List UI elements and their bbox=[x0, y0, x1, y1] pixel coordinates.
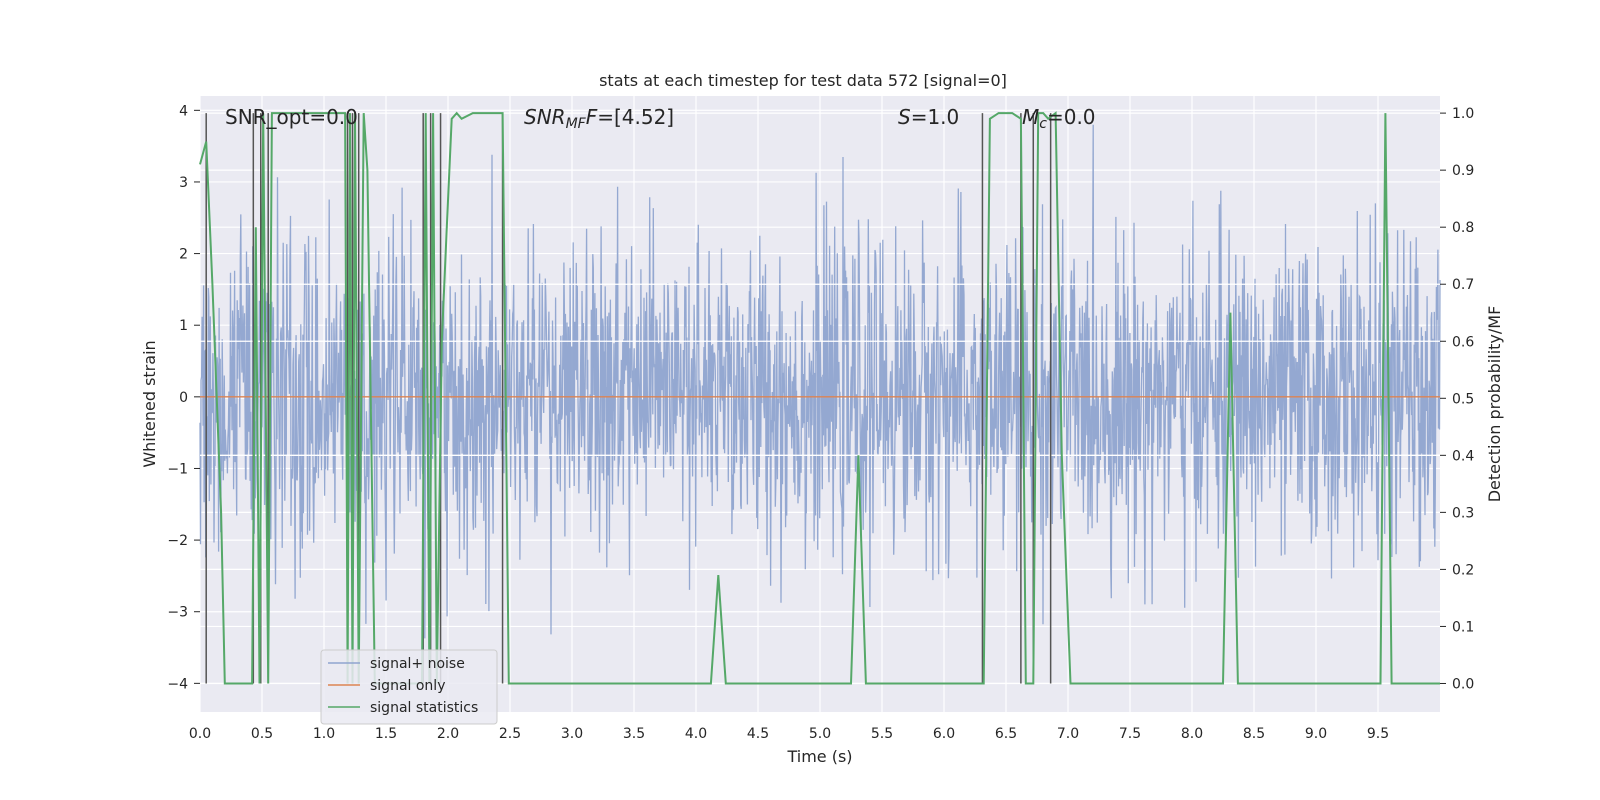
annotation-snr-mf-subscript: MF bbox=[566, 116, 587, 132]
y-tick-label: −1 bbox=[167, 461, 188, 477]
x-tick-label: 4.0 bbox=[685, 726, 707, 742]
x-tick-label: 1.0 bbox=[313, 726, 335, 742]
y2-tick-label: 0.2 bbox=[1452, 562, 1474, 578]
annotation-mc-subscript: c bbox=[1039, 116, 1047, 132]
x-tick-label: 9.0 bbox=[1305, 726, 1327, 742]
x-tick-label: 5.5 bbox=[871, 726, 893, 742]
x-tick-label: 3.0 bbox=[561, 726, 583, 742]
legend-box bbox=[320, 649, 498, 725]
y2-tick-label: 0.4 bbox=[1452, 448, 1474, 464]
x-tick-label: 4.5 bbox=[747, 726, 769, 742]
annotation-s-value: =1.0 bbox=[911, 105, 960, 129]
y2-tick-label: 0.7 bbox=[1452, 277, 1474, 293]
annotation-snr-mf-value: =[4.52] bbox=[597, 105, 674, 129]
y-tick-label: 3 bbox=[179, 175, 188, 191]
series-signal-statistics bbox=[199, 111, 1440, 685]
annotation-snr-mf-symbol: SNR bbox=[524, 105, 566, 129]
annotation-mc-value: =0.0 bbox=[1047, 105, 1096, 129]
legend: signal+ noise signal only signal statist… bbox=[320, 649, 498, 725]
y-axis-label: Whitened strain bbox=[140, 340, 159, 467]
x-tick-label: 6.0 bbox=[933, 726, 955, 742]
x-tick-label: 7.5 bbox=[1119, 726, 1141, 742]
x-tick-label: 6.5 bbox=[995, 726, 1017, 742]
y2-tick-label: 0.0 bbox=[1452, 676, 1474, 692]
signal-statistics-line bbox=[199, 111, 1440, 685]
annotation-snr-mf: SNRMFF=[4.52] bbox=[524, 105, 674, 132]
x-tick-label: 8.5 bbox=[1243, 726, 1265, 742]
x-tick-label: 7.0 bbox=[1057, 726, 1079, 742]
y-tick-label: −3 bbox=[167, 605, 188, 621]
y-tick-label: 1 bbox=[179, 318, 188, 334]
y2-tick-label: 0.3 bbox=[1452, 505, 1474, 521]
y-tick-label: 0 bbox=[179, 390, 188, 406]
x-tick-label: 8.0 bbox=[1181, 726, 1203, 742]
y2-axis-label: Detection probability/MF bbox=[1485, 306, 1504, 503]
x-tick-label: 5.0 bbox=[809, 726, 831, 742]
annotation-mc: Mc=0.0 bbox=[1022, 105, 1096, 132]
chart-title: stats at each timestep for test data 572… bbox=[599, 71, 1007, 90]
x-tick-label: 2.0 bbox=[437, 726, 459, 742]
y2-axis-ticks: 1.0 0.9 0.8 0.7 0.6 0.5 0.4 0.3 0.2 0.1 0.0 bbox=[1440, 106, 1474, 692]
y-tick-label: 2 bbox=[179, 247, 188, 263]
annotation-s: S=1.0 bbox=[898, 105, 959, 129]
y2-tick-label: 0.6 bbox=[1452, 334, 1474, 350]
annotation-s-symbol: S bbox=[898, 105, 911, 129]
y2-tick-label: 0.1 bbox=[1452, 619, 1474, 635]
y2-tick-label: 1.0 bbox=[1452, 106, 1474, 122]
y2-tick-label: 0.8 bbox=[1452, 220, 1474, 236]
annotation-snr-opt: SNR_opt=0.0 bbox=[225, 105, 358, 129]
x-tick-label: 3.5 bbox=[623, 726, 645, 742]
x-tick-label: 0.0 bbox=[189, 726, 211, 742]
legend-label-signal-statistics: signal statistics bbox=[370, 700, 478, 716]
y2-tick-label: 0.9 bbox=[1452, 163, 1474, 179]
x-tick-label: 1.5 bbox=[375, 726, 397, 742]
x-axis-ticks: 0.0 0.5 1.0 1.5 2.0 2.5 3.0 3.5 4.0 4.5 5.0 5.5 6.0 6… bbox=[189, 726, 1389, 742]
legend-label-signal-only: signal only bbox=[370, 678, 445, 694]
x-axis-label: Time (s) bbox=[786, 747, 852, 766]
y-tick-label: −2 bbox=[167, 533, 188, 549]
y-tick-label: 4 bbox=[179, 103, 188, 119]
y-tick-label: −4 bbox=[167, 676, 188, 692]
annotation-mc-symbol: M bbox=[1022, 105, 1039, 129]
y-axis-ticks: 4 3 2 1 0 −1 −2 −3 −4 bbox=[167, 103, 200, 692]
x-tick-label: 9.5 bbox=[1367, 726, 1389, 742]
x-tick-label: 0.5 bbox=[251, 726, 273, 742]
x-tick-label: 2.5 bbox=[499, 726, 521, 742]
y2-tick-label: 0.5 bbox=[1452, 391, 1474, 407]
legend-label-signal-plus-noise: signal+ noise bbox=[370, 656, 465, 672]
